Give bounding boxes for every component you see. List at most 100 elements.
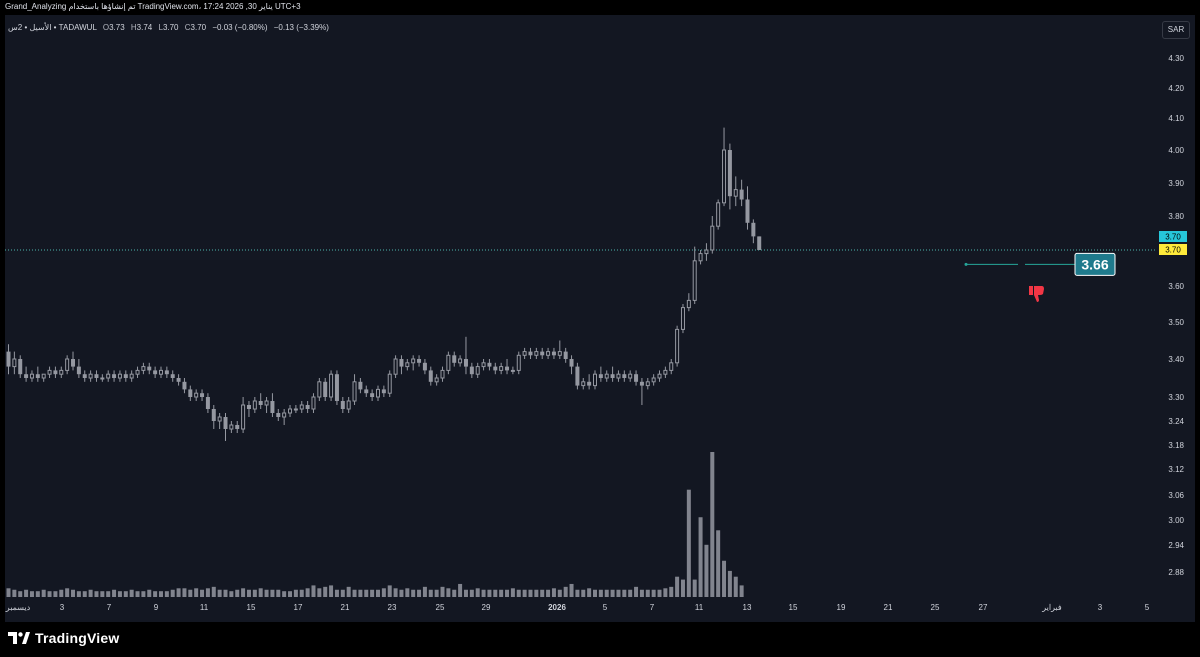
y-tick-label: 3.00 [1168, 516, 1184, 525]
last-price-badge-cyan-text: 3.70 [1165, 233, 1181, 242]
volume-bar [628, 589, 633, 597]
brand-name: TradingView [35, 630, 120, 646]
candle-body-down [246, 405, 251, 409]
candle-body-up [516, 354, 521, 371]
candle-body-up [293, 408, 298, 411]
volume-bar [710, 452, 715, 597]
symbol-name[interactable]: الأسيل • 2س • TADAWUL [8, 23, 97, 32]
volume-bar [381, 588, 386, 597]
volume-bar [340, 589, 345, 597]
candle-body-down [276, 413, 281, 417]
candle-body-up [669, 362, 674, 371]
volume-bar [399, 589, 404, 597]
volume-bar [593, 589, 597, 597]
candle-body-down [493, 366, 498, 371]
candle-body-up [581, 381, 586, 387]
candle-body-up [434, 377, 439, 383]
currency-button[interactable]: SAR [1162, 21, 1190, 39]
volume-bar [258, 588, 263, 597]
volume-bar [727, 570, 732, 597]
volume-bar [106, 591, 111, 597]
candle-body-down [399, 359, 404, 367]
y-tick-label: 3.18 [1168, 441, 1184, 450]
x-tick-label: 2026 [548, 603, 566, 612]
candle-body-down [200, 393, 205, 397]
candle-body-down [417, 359, 422, 363]
candle-body-up [716, 202, 721, 227]
volume-bar [481, 589, 486, 597]
candle-body-down [540, 351, 545, 356]
candle-body-up [29, 373, 34, 379]
volume-bar [669, 586, 674, 597]
candle-body-up [117, 373, 122, 379]
candle-body-down [35, 374, 40, 378]
volume-bar [12, 589, 17, 597]
candle-body-up [510, 369, 515, 372]
candle-body-up [47, 369, 52, 375]
candle-body-up [264, 400, 269, 406]
volume-bar [35, 591, 40, 597]
candle-body-up [387, 373, 392, 394]
volume-bar [158, 591, 163, 597]
x-tick-label: 3 [60, 603, 65, 612]
volume-bar [575, 589, 580, 597]
x-tick-label: 17 [294, 603, 303, 612]
volume-bar [645, 589, 650, 597]
x-tick-label: فبراير [1041, 603, 1062, 612]
volume-bar [282, 591, 287, 597]
close-value: 3.70 [190, 23, 207, 32]
x-tick-label: 27 [979, 603, 988, 612]
candle-body-down [370, 393, 375, 397]
volume-bar [334, 589, 339, 597]
volume-bar [663, 588, 668, 597]
volume-bar [452, 589, 457, 597]
thumbs-down-icon [1029, 286, 1044, 302]
candle-body-up [311, 396, 316, 410]
volume-bar [581, 589, 586, 597]
volume-bar [241, 588, 246, 597]
candle-body-down [358, 381, 363, 390]
candle-body-down [258, 401, 263, 405]
volume-bar [135, 591, 140, 597]
volume-bar [616, 589, 621, 597]
candle-body-up [686, 299, 691, 309]
y-tick-label: 4.30 [1168, 54, 1184, 63]
x-tick-label: 23 [388, 603, 397, 612]
candle-body-up [481, 362, 486, 368]
volume-bar [117, 591, 122, 597]
level-badge-text: 3.66 [1081, 256, 1108, 272]
volume-bar [47, 591, 52, 597]
x-tick-label: ديسمبر [5, 603, 31, 612]
candle-body-down [147, 366, 152, 371]
volume-bar [546, 589, 551, 597]
candle-body-down [205, 397, 210, 409]
volume-bar [29, 591, 34, 597]
volume-bar [252, 589, 257, 597]
x-tick-label: 5 [603, 603, 608, 612]
candle-body-up [604, 373, 609, 379]
volume-bar [598, 589, 603, 597]
volume-bar [634, 586, 639, 597]
volume-bar [375, 589, 380, 597]
volume-bar [299, 589, 304, 597]
volume-bar [229, 591, 234, 597]
candle-body-up [692, 260, 697, 301]
x-tick-label: 25 [931, 603, 940, 612]
candle-body-down [381, 389, 386, 394]
candle-body-down [164, 370, 169, 375]
volume-bar [551, 588, 556, 597]
y-tick-label: 4.10 [1168, 114, 1184, 123]
volume-bar [317, 588, 322, 597]
candle-body-up [88, 373, 93, 379]
candle-body-up [65, 358, 70, 371]
symbol-legend: الأسيل • 2س • TADAWUL O3.73 H3.74 L3.70 … [8, 23, 329, 32]
x-tick-label: 13 [743, 603, 752, 612]
tradingview-logo-icon [8, 632, 30, 644]
volume-bar [346, 586, 351, 597]
y-tick-label: 4.00 [1168, 146, 1184, 155]
volume-bar [422, 586, 427, 597]
volume-bar [657, 589, 662, 597]
candle-body-down [6, 351, 11, 367]
candle-body-down [598, 374, 603, 378]
